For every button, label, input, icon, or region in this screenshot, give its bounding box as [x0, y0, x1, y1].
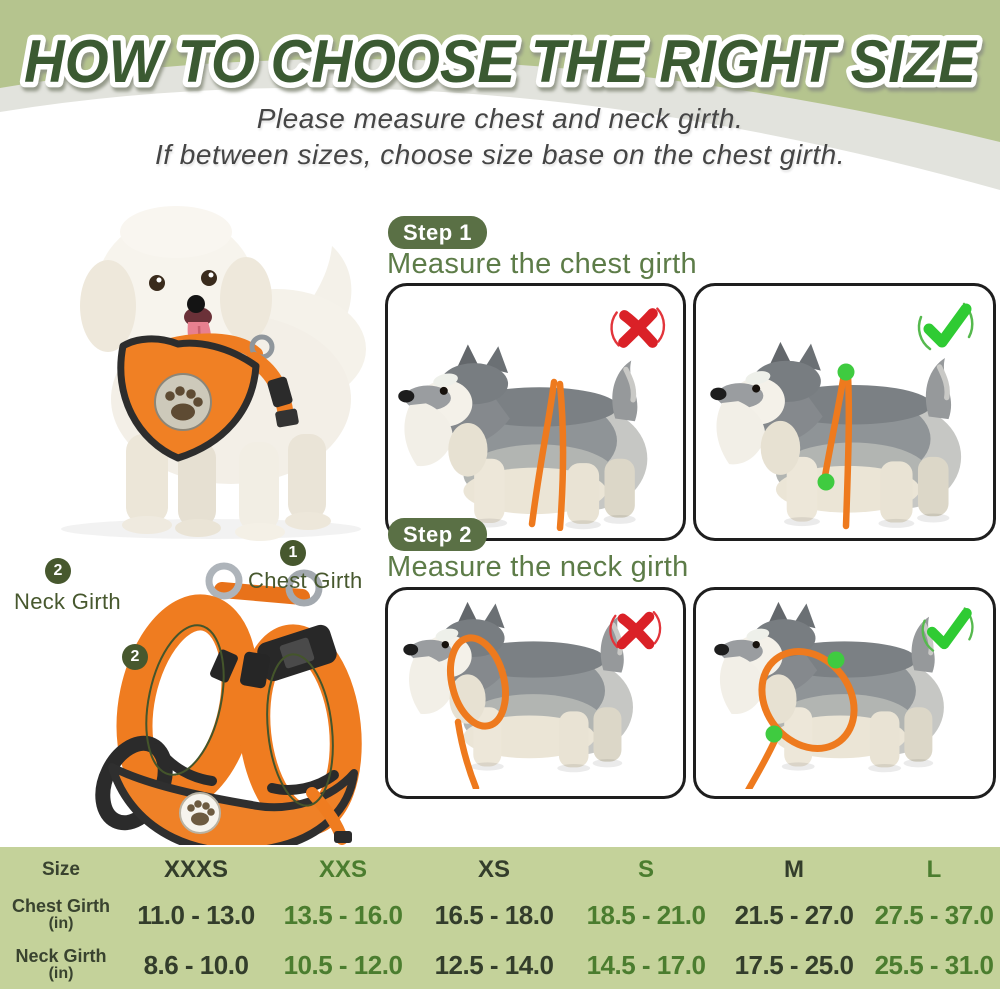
step-2-badge: Step 2 [388, 518, 488, 551]
header-background [0, 0, 1000, 200]
step-2-wrong-image [385, 587, 686, 799]
measuring-tape-wrong-position [447, 634, 509, 730]
column-header: XS [477, 856, 510, 883]
wrong-icon [608, 603, 663, 658]
step-1-heading: Measure the chest girth [387, 248, 697, 280]
table-cell: 27.5 - 37.0 [874, 899, 994, 930]
measuring-tape-chest [820, 370, 848, 486]
measure-point-dot [765, 725, 783, 743]
table-cell: 8.6 - 10.0 [143, 949, 249, 980]
step-1-wrong-image [385, 283, 686, 541]
table-cell: 18.5 - 21.0 [586, 899, 706, 930]
chest-girth-number-badge: 1 [280, 540, 306, 566]
row-label-neck-girth: Neck Girth (in) [15, 946, 107, 983]
table-cell: 17.5 - 25.0 [734, 949, 854, 980]
step-2-heading: Measure the neck girth [387, 551, 689, 583]
row-label-chest-girth: Chest Girth (in) [11, 896, 110, 933]
title-text: HOW TO CHOOSE THE RIGHT SIZE [24, 28, 978, 95]
table-cell: 21.5 - 27.0 [734, 899, 854, 930]
dog-photo-maltese-with-harness [61, 206, 366, 541]
table-cell: 16.5 - 18.0 [434, 899, 554, 930]
schnauzer-illustration [388, 590, 676, 792]
subtitle-line-1: Please measure chest and neck girth. [256, 103, 744, 134]
measuring-tape-wrong-position [528, 378, 558, 528]
neck-girth-guide-ellipse [145, 624, 225, 776]
column-header: XXS [318, 856, 368, 883]
harness-illustration [95, 562, 362, 845]
chest-girth-guide-ellipse [266, 653, 334, 807]
chest-girth-label: Chest Girth [248, 568, 363, 593]
step-1-badge: Step 1 [388, 216, 488, 249]
schnauzer-illustration [388, 286, 676, 531]
column-header: L [926, 856, 942, 883]
strap-adjuster [240, 651, 270, 689]
strap-number-badge: 2 [122, 644, 148, 670]
column-header: XXXS [163, 856, 229, 883]
column-header: Size [41, 859, 81, 880]
page-title: HOW TO CHOOSE THE RIGHT SIZE [19, 23, 984, 101]
table-cell: 12.5 - 14.0 [434, 949, 554, 980]
wrong-icon [609, 299, 667, 357]
column-header: S [637, 856, 654, 883]
measure-point-dot [817, 473, 835, 491]
step-2-correct-image [693, 587, 996, 799]
column-header: M [784, 856, 804, 883]
neck-girth-label: Neck Girth [14, 589, 121, 614]
table-cell: 10.5 - 12.0 [283, 949, 403, 980]
measure-point-dot [827, 651, 845, 669]
measure-point-dot [837, 363, 855, 381]
neck-girth-number-badge: 2 [45, 558, 71, 584]
table-cell: 11.0 - 13.0 [137, 899, 255, 930]
subtitle-line-2: If between sizes, choose size base on th… [154, 139, 846, 170]
table-cell: 25.5 - 31.0 [874, 949, 994, 980]
correct-icon [915, 297, 975, 357]
step-1-correct-image [693, 283, 996, 541]
d-ring [205, 562, 243, 600]
table-cell: 13.5 - 16.0 [283, 899, 403, 930]
table-cell: 14.5 - 17.0 [586, 949, 706, 980]
correct-icon [919, 602, 975, 658]
schnauzer-illustration [696, 286, 986, 531]
d-ring [285, 569, 323, 607]
size-chart-table: Size XXXS XXS XS S M L Chest Girth (in) … [0, 847, 1000, 989]
